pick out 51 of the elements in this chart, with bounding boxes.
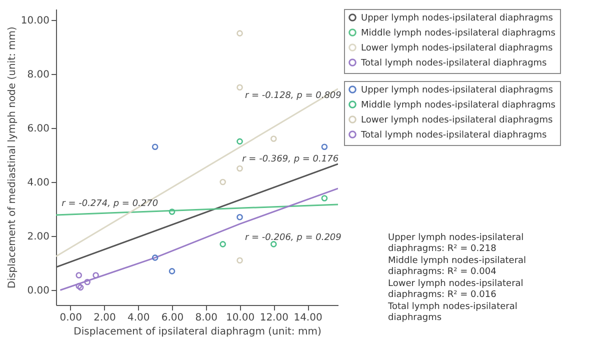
point xyxy=(236,138,243,145)
x-tick-label: 6.00 xyxy=(161,312,184,324)
y-tick-label: 10.00 xyxy=(20,15,50,26)
text: Lower lymph nodes-ipsilateral diaphragms: R² = 0.016 xyxy=(388,279,524,300)
x-axis-title: Displacement of ipsilateral diaphragm (unit: mm) xyxy=(74,326,322,338)
point xyxy=(168,208,176,215)
point xyxy=(84,278,90,286)
annotation: r = -0.206, p = 0.209 xyxy=(244,232,342,243)
x-tick-label: 12.00 xyxy=(260,312,288,324)
legend-label: Upper lymph nodes-ipsilateral diaphragms xyxy=(361,14,554,24)
point xyxy=(152,254,158,261)
point xyxy=(321,144,328,150)
x-tick-label: 2.00 xyxy=(94,312,116,324)
point xyxy=(236,214,243,220)
point xyxy=(92,272,99,278)
y-tick-label: 6.00 xyxy=(27,123,50,134)
point xyxy=(236,84,243,91)
point xyxy=(236,165,243,172)
point xyxy=(236,257,243,264)
point xyxy=(152,144,158,150)
x-tick-label: 4.00 xyxy=(128,312,150,324)
annotation: r = -0.274, p = 0.270 xyxy=(62,198,158,209)
x-tick-label: 10.00 xyxy=(226,312,255,324)
legend-label: Lower lymph nodes-ipsilateral diaphragms xyxy=(361,116,553,126)
point xyxy=(270,136,277,142)
text: Upper lymph nodes-ipsilateral diaphragms: R² = 0.218 xyxy=(388,233,524,254)
y-tick-label: 0.00 xyxy=(27,286,50,297)
text: Middle lymph nodes-ipsilateral diaphragms: R² = 0.004 xyxy=(388,256,526,277)
text: Total lymph nodes-ipsilateral diaphragms xyxy=(387,302,518,323)
point xyxy=(321,195,328,202)
legend-label: Middle lymph nodes-ipsilateral diaphragms xyxy=(361,28,556,38)
legend-label: Upper lymph nodes-ipsilateral diaphragms xyxy=(361,86,554,96)
y-tick-label: 2.00 xyxy=(27,232,50,243)
y-tick-label: 8.00 xyxy=(27,69,50,80)
point xyxy=(76,272,82,278)
y-tick-label: 4.00 xyxy=(27,178,50,189)
point xyxy=(270,241,277,248)
x-tick-label: 14.00 xyxy=(294,312,322,324)
point xyxy=(236,30,243,36)
point xyxy=(168,268,176,274)
annotation: r = -0.369, p = 0.176 xyxy=(242,154,339,164)
legend-label: Total lymph nodes-ipsilateral diaphragms xyxy=(360,130,548,140)
point xyxy=(220,241,226,248)
point xyxy=(220,178,226,186)
x-tick-label: 0.00 xyxy=(60,312,82,324)
y-axis-title: Displacement of mediastinal lymph node (unit: mm) xyxy=(6,26,18,288)
x-tick-label: 8.00 xyxy=(195,312,218,324)
legend-label: Total lymph nodes-ipsilateral diaphragms xyxy=(360,58,548,68)
legend-label: Lower lymph nodes-ipsilateral diaphragms xyxy=(361,44,553,54)
annotation: r = -0.128, p = 0.809 xyxy=(244,90,342,101)
legend-label: Middle lymph nodes-ipsilateral diaphragms xyxy=(361,100,556,110)
